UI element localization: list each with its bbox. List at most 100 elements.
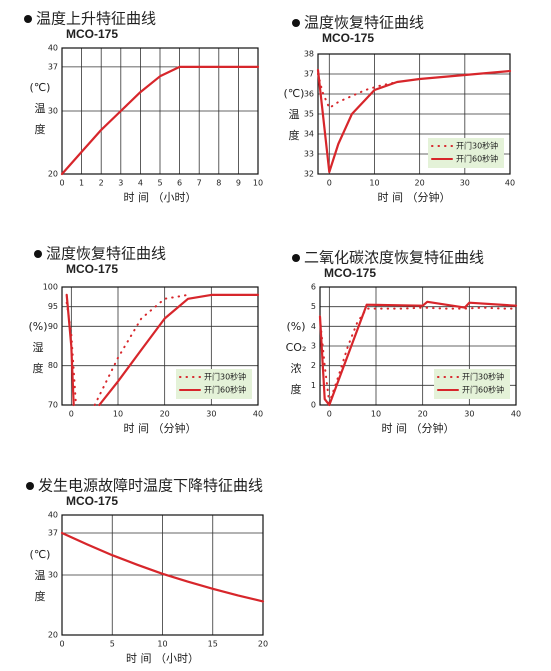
y-tick-label: 34: [304, 130, 314, 139]
y-tick-label: 20: [48, 631, 58, 640]
y-tick-label: 33: [304, 150, 314, 159]
plot-frame: [61, 47, 259, 175]
y-axis-label: 度: [291, 382, 302, 396]
bullet: [292, 19, 300, 27]
bullet: [292, 254, 300, 262]
x-tick-label: 10: [369, 179, 379, 188]
bullet: [26, 482, 34, 490]
x-axis-label: 时 间 （分钟）: [382, 421, 455, 435]
chart-subtitle: MCO-175: [324, 266, 376, 280]
x-tick-label: 30: [464, 410, 474, 419]
chart-subtitle: MCO-175: [66, 27, 118, 41]
y-axis-label: (%): [286, 320, 305, 333]
x-tick-label: 0: [69, 410, 74, 419]
y-tick-label: 70: [48, 401, 58, 410]
y-tick-label: 36: [304, 90, 314, 99]
legend-label: 开门60秒钟: [204, 385, 246, 395]
x-tick-label: 10: [253, 179, 263, 188]
y-axis-label: 度: [289, 128, 300, 142]
y-tick-label: 6: [311, 283, 316, 292]
bullet: [34, 250, 42, 258]
y-tick-label: 0: [311, 401, 316, 410]
x-axis-label: 时 间 （小时）: [124, 191, 197, 204]
data-line: [60, 531, 265, 603]
y-tick-label: 37: [304, 70, 314, 79]
x-tick-label: 0: [327, 179, 332, 188]
x-tick-label: 10: [113, 410, 123, 419]
x-tick-label: 30: [206, 410, 216, 419]
chart-title: 温度上升特征曲线: [36, 10, 156, 28]
y-axis-label: (℃): [30, 81, 51, 94]
legend-label: 开门30秒钟: [456, 141, 498, 151]
chart-subtitle: MCO-175: [322, 31, 374, 45]
chart-subtitle: MCO-175: [66, 262, 118, 276]
x-tick-label: 15: [208, 640, 218, 649]
x-tick-label: 40: [511, 410, 521, 419]
x-tick-label: 8: [216, 179, 221, 188]
plot-frame: [319, 286, 517, 406]
y-tick-label: 37: [48, 62, 58, 71]
y-tick-label: 100: [43, 283, 58, 292]
y-tick-label: 30: [48, 571, 58, 580]
y-tick-label: 3: [311, 342, 316, 351]
y-tick-label: 80: [48, 361, 58, 370]
chart-title: 温度恢复特征曲线: [304, 14, 424, 32]
x-axis-label: 时 间 （分钟）: [378, 190, 451, 204]
legend-box: [434, 369, 510, 399]
x-tick-label: 20: [415, 179, 425, 188]
legend-box: [428, 138, 504, 168]
x-tick-label: 40: [253, 410, 263, 419]
x-tick-label: 5: [110, 640, 115, 649]
y-tick-label: 32: [304, 170, 314, 179]
y-axis-label: 浓: [291, 362, 302, 375]
y-tick-label: 5: [311, 302, 316, 311]
y-tick-label: 2: [311, 361, 316, 370]
y-tick-label: 30: [48, 107, 58, 116]
x-tick-label: 9: [236, 179, 241, 188]
x-tick-label: 1: [79, 179, 84, 188]
y-axis-label: (%): [28, 320, 47, 333]
chart-title: 发生电源故障时温度下降特征曲线: [38, 477, 263, 495]
y-tick-label: 37: [48, 529, 58, 538]
x-tick-label: 7: [197, 179, 202, 188]
y-tick-label: 1: [311, 381, 316, 390]
x-tick-label: 0: [327, 410, 332, 419]
y-tick-label: 40: [48, 511, 58, 520]
data-line: [65, 293, 260, 407]
x-tick-label: 0: [59, 640, 64, 649]
x-tick-label: 5: [157, 179, 162, 188]
y-axis-label: (℃): [30, 548, 51, 561]
legend-label: 开门60秒钟: [456, 154, 498, 164]
data-line: [316, 68, 512, 174]
x-tick-label: 0: [59, 179, 64, 188]
plot-frame: [61, 286, 259, 406]
data-line: [65, 293, 189, 406]
x-tick-label: 20: [418, 410, 428, 419]
legend-box: [176, 369, 252, 399]
x-tick-label: 10: [371, 410, 381, 419]
chart-title: 湿度恢复特征曲线: [46, 245, 166, 263]
x-tick-label: 3: [118, 179, 123, 188]
chart-title: 二氧化碳浓度恢复特征曲线: [304, 249, 484, 267]
x-tick-label: 40: [505, 179, 515, 188]
legend-label: 开门30秒钟: [204, 372, 246, 382]
x-tick-label: 4: [138, 179, 143, 188]
data-line: [60, 65, 260, 176]
x-tick-label: 30: [460, 179, 470, 188]
y-tick-label: 95: [48, 302, 58, 311]
y-tick-label: 35: [304, 110, 314, 119]
y-axis-label: CO₂: [286, 341, 307, 354]
data-line: [318, 300, 518, 407]
y-tick-label: 4: [311, 322, 316, 331]
y-tick-label: 38: [304, 50, 314, 59]
x-tick-label: 6: [177, 179, 182, 188]
y-axis-label: (℃): [284, 87, 305, 100]
legend-label: 开门60秒钟: [462, 385, 504, 395]
x-axis-label: 时 间 （小时）: [126, 652, 199, 665]
x-tick-label: 20: [160, 410, 170, 419]
x-tick-label: 2: [99, 179, 104, 188]
legend-label: 开门30秒钟: [462, 372, 504, 382]
chart-subtitle: MCO-175: [66, 494, 118, 508]
y-axis-label: 湿: [33, 341, 44, 354]
